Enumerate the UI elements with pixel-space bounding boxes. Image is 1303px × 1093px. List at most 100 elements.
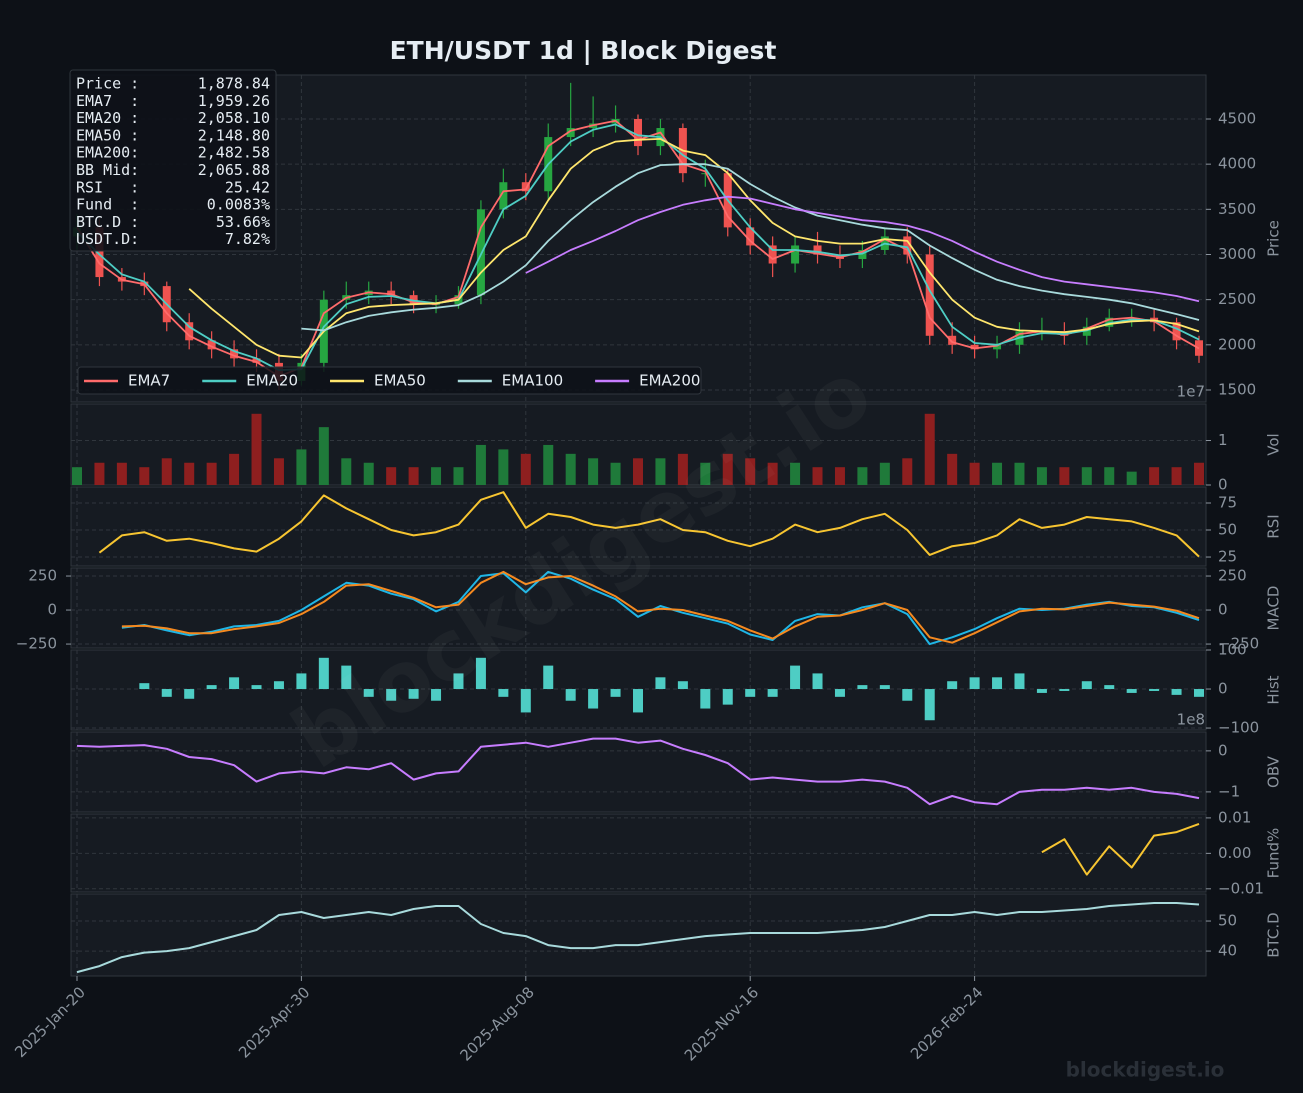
bar [475, 444, 486, 485]
candle-body [252, 358, 261, 363]
candle-body [230, 349, 239, 359]
bar [1059, 689, 1070, 691]
bar [947, 681, 958, 690]
bar [1171, 467, 1182, 485]
info-value: 0.0083% [207, 196, 270, 214]
candle-body [746, 227, 755, 246]
bar [1126, 471, 1137, 485]
bar [992, 677, 1003, 690]
info-label: Fund : [76, 196, 139, 214]
candle-body [993, 344, 1002, 350]
y-tick-label: 250 [1218, 567, 1247, 585]
bar [767, 689, 778, 697]
x-tick-label: 2025-Aug-08 [456, 983, 537, 1064]
bar [408, 689, 419, 699]
bar [767, 462, 778, 485]
bar [363, 462, 374, 485]
candle-body [566, 128, 575, 138]
bar [745, 689, 756, 697]
bar [588, 458, 599, 485]
bar [790, 665, 801, 690]
bar [722, 453, 733, 485]
bar [677, 453, 688, 485]
bar [655, 677, 666, 690]
bar [1081, 681, 1092, 690]
bar [1081, 467, 1092, 485]
y-tick-label: 0 [1218, 741, 1228, 759]
y-axis-title: Hist [1265, 675, 1283, 704]
y-axis-title: Fund% [1265, 828, 1283, 879]
line-series [121, 570, 1200, 644]
bar [161, 689, 172, 697]
candle-body [903, 236, 912, 255]
bar [677, 681, 688, 690]
y-tick-label: 2000 [1218, 335, 1256, 353]
y-axis-title: OBV [1265, 755, 1283, 788]
bar [206, 685, 217, 690]
legend-label: EMA20 [246, 372, 298, 390]
panel-background [70, 486, 1207, 567]
bar [229, 453, 240, 485]
y-tick-label: 3000 [1218, 245, 1256, 263]
legend-label: EMA100 [502, 372, 563, 390]
bar [879, 685, 890, 690]
bar [610, 689, 621, 697]
y-tick-label: 1 [1218, 431, 1228, 449]
info-label: BB Mid: [76, 161, 139, 179]
info-label: USDT.D: [76, 230, 139, 248]
bar [386, 689, 397, 701]
bar [1171, 689, 1182, 695]
bar [363, 689, 374, 697]
bar [879, 462, 890, 485]
info-box [69, 69, 277, 252]
y-tick-label: 3500 [1218, 200, 1256, 218]
line-series [76, 902, 1200, 974]
info-label: Price : [76, 75, 139, 93]
bar [700, 462, 711, 485]
bar [184, 462, 195, 485]
candle-body [925, 254, 934, 336]
bar [453, 673, 464, 690]
candle-body [768, 245, 777, 264]
bar [969, 677, 980, 690]
bar [543, 444, 554, 485]
bar [116, 462, 127, 485]
x-tick-label: 2026-Feb-24 [907, 983, 987, 1063]
bar [588, 689, 599, 709]
y-tick-label: 50 [1218, 912, 1237, 930]
y-tick-label-left: 250 [28, 567, 57, 585]
bar [273, 681, 284, 690]
bar [565, 453, 576, 485]
candle-body [185, 322, 194, 341]
x-tick-label: 2025-Apr-30 [235, 983, 313, 1061]
line-series [525, 195, 1200, 303]
legend-label: EMA7 [128, 372, 170, 390]
bar [498, 689, 509, 697]
bar [251, 685, 262, 690]
bar [834, 689, 845, 697]
footer-brand: blockdigest.io [1066, 1058, 1225, 1082]
line-series [76, 123, 1200, 371]
line-series [188, 138, 1200, 359]
chart-title: ETH/USDT 1d | Block Digest [390, 36, 777, 65]
candle-body [95, 227, 104, 278]
line-series [98, 491, 1200, 558]
y-tick-label: 25 [1218, 548, 1237, 566]
bar [1059, 467, 1070, 485]
bar [722, 689, 733, 705]
y-tick-label: 0.01 [1218, 808, 1251, 826]
axis-offset-label: 1e7 [1177, 383, 1205, 401]
bar [161, 458, 172, 485]
info-value: 2,482.58 [198, 144, 270, 162]
info-value: 1,959.26 [198, 92, 270, 110]
info-label: EMA20 : [76, 109, 139, 127]
y-tick-label: 75 [1218, 493, 1237, 511]
info-label: EMA200: [76, 144, 139, 162]
y-tick-label: −250 [1218, 635, 1259, 653]
bar [1194, 462, 1204, 485]
bar [453, 467, 464, 485]
line-series [121, 570, 1200, 646]
bar [475, 657, 486, 690]
y-axis-title: MACD [1265, 586, 1283, 631]
bar [431, 689, 442, 701]
